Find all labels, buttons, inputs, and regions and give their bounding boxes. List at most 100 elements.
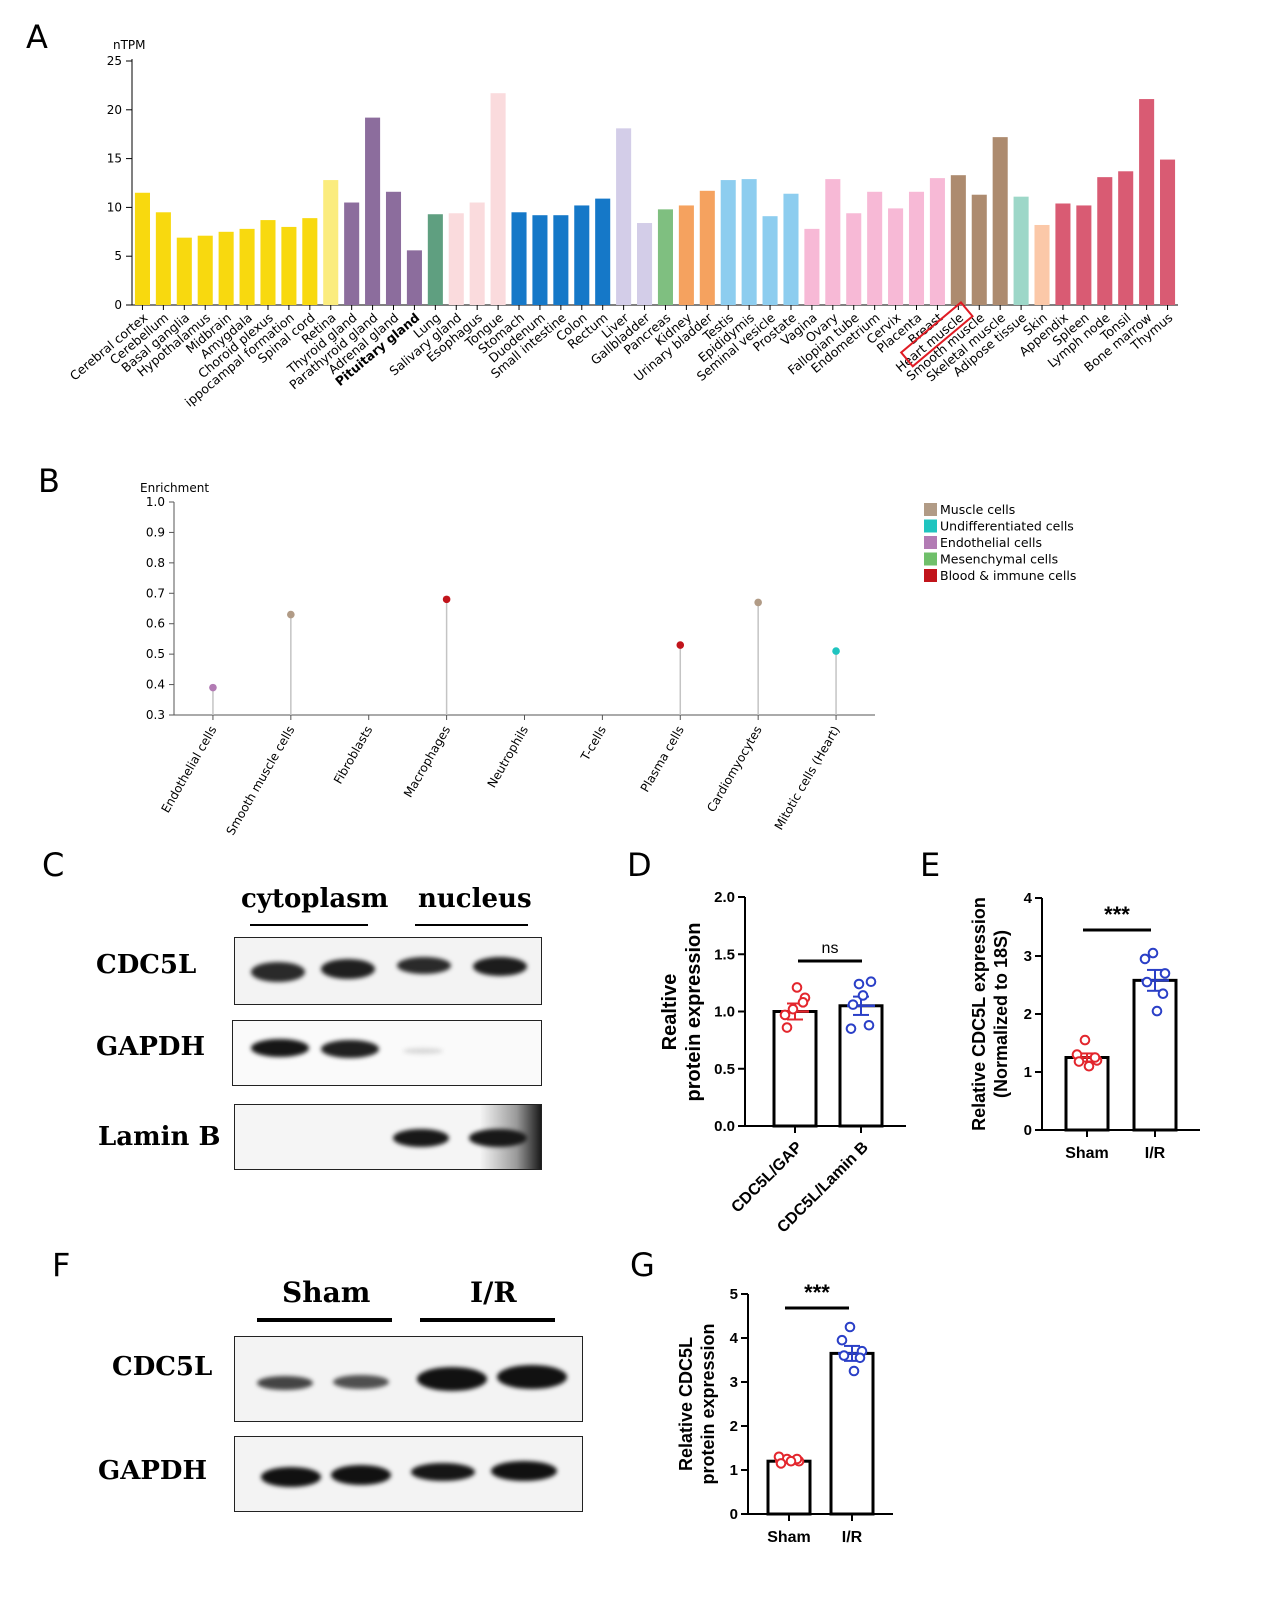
b-legend-entry: Mesenchymal cells	[940, 552, 1058, 567]
d-y-axis-title-line2: protein expression	[683, 923, 705, 1102]
a-bar	[783, 193, 799, 305]
d-y-tick-label: 1.0	[714, 1004, 735, 1021]
a-y-tick-label: 5	[114, 249, 122, 263]
b-legend-swatch	[924, 536, 937, 549]
a-bar	[637, 223, 653, 305]
band	[261, 1467, 321, 1487]
a-bar	[657, 209, 673, 305]
a-bar	[218, 231, 234, 305]
a-bar	[825, 179, 841, 305]
b-point	[754, 598, 762, 607]
d-point	[845, 1023, 857, 1034]
g-y-tick-label: 1	[730, 1462, 738, 1479]
panel-label-g: G	[630, 1246, 655, 1284]
e-significance-label: ***	[1104, 902, 1130, 927]
b-y-tick-label: 0.7	[146, 586, 165, 600]
blot-c-row-label: GAPDH	[96, 1032, 206, 1062]
a-bar	[323, 180, 339, 305]
b-y-tick-label: 0.5	[146, 647, 165, 661]
a-bar	[490, 93, 506, 305]
e-point	[1083, 1060, 1095, 1072]
a-bar	[281, 226, 297, 305]
b-x-tick-label: Cardiomyocytes	[704, 724, 765, 815]
b-y-tick-label: 1.0	[146, 495, 165, 509]
band	[411, 1463, 475, 1481]
a-bar	[678, 205, 694, 305]
band	[333, 1375, 389, 1389]
e-point	[1139, 953, 1151, 965]
blot-f-header-line	[420, 1318, 555, 1322]
a-y-tick-label: 25	[107, 54, 122, 68]
a-bar	[302, 218, 318, 305]
band	[469, 1129, 527, 1147]
d-point	[853, 978, 865, 990]
band	[397, 957, 451, 974]
g-point	[836, 1334, 848, 1346]
band	[497, 1365, 567, 1389]
a-bar	[846, 213, 862, 305]
a-bar	[134, 192, 150, 305]
d-point	[779, 1009, 791, 1021]
a-y-tick-label: 10	[107, 200, 122, 214]
blot-c-header-cytoplasm: cytoplasm	[241, 884, 389, 914]
b-point	[832, 647, 840, 655]
a-bar	[448, 213, 464, 305]
blot-f-header-sham: Sham	[282, 1276, 371, 1309]
blot-f-gapdh-membrane	[234, 1436, 583, 1512]
a-bar	[804, 228, 820, 305]
panel-label-d: D	[627, 846, 652, 884]
e-point	[1159, 968, 1171, 979]
a-bar	[553, 215, 569, 305]
a-bar	[616, 128, 632, 305]
e-bar	[1132, 978, 1178, 1132]
band	[331, 1465, 391, 1485]
e-point	[1147, 947, 1159, 959]
d-bar	[838, 1004, 884, 1128]
panel-label-a: A	[26, 18, 48, 56]
blot-f-row-label: GAPDH	[98, 1456, 208, 1486]
e-x-tick-label: I/R	[1145, 1145, 1166, 1162]
b-point	[676, 641, 685, 649]
blot-f-header-line	[257, 1318, 392, 1322]
band	[491, 1461, 557, 1481]
g-point	[785, 1455, 797, 1467]
a-bar	[344, 202, 360, 305]
e-y-tick-label: 4	[1024, 890, 1033, 907]
g-x-tick-label: I/R	[842, 1529, 863, 1546]
b-y-tick-label: 0.9	[146, 525, 165, 539]
a-bar	[950, 175, 966, 305]
a-bar	[992, 137, 1008, 305]
a-bar	[1034, 224, 1050, 305]
a-bar	[971, 194, 987, 305]
e-point	[1073, 1056, 1085, 1067]
g-x-tick-label: Sham	[767, 1529, 811, 1546]
a-bar	[595, 198, 611, 305]
a-bar	[532, 215, 548, 305]
blot-f-row-label: CDC5L	[112, 1352, 213, 1382]
a-bar	[511, 212, 527, 305]
d-point	[781, 1022, 793, 1033]
a-bar	[908, 191, 925, 305]
blot-f-header-ir: I/R	[470, 1276, 517, 1309]
a-bar	[1118, 171, 1134, 305]
a-bar	[699, 190, 715, 305]
b-legend-entry: Undifferentiated cells	[940, 519, 1074, 534]
e-y-axis-title-line2: (Normalized to 18S)	[991, 930, 1011, 1098]
a-bar	[385, 191, 402, 305]
e-point	[1151, 1005, 1163, 1017]
a-bar	[155, 212, 171, 305]
e-point	[1079, 1034, 1091, 1046]
a-bar	[741, 179, 757, 305]
d-point	[791, 982, 803, 993]
d-point	[863, 1019, 875, 1031]
a-bar	[720, 180, 736, 305]
d-point	[865, 976, 877, 988]
g-point	[848, 1365, 860, 1377]
d-y-tick-label: 0.5	[714, 1061, 735, 1078]
d-point	[847, 999, 859, 1010]
band	[393, 1129, 449, 1147]
g-y-tick-label: 3	[730, 1374, 738, 1391]
blot-c-laminb-membrane	[234, 1104, 542, 1170]
d-y-tick-label: 0.0	[714, 1118, 735, 1135]
b-point	[442, 595, 451, 604]
